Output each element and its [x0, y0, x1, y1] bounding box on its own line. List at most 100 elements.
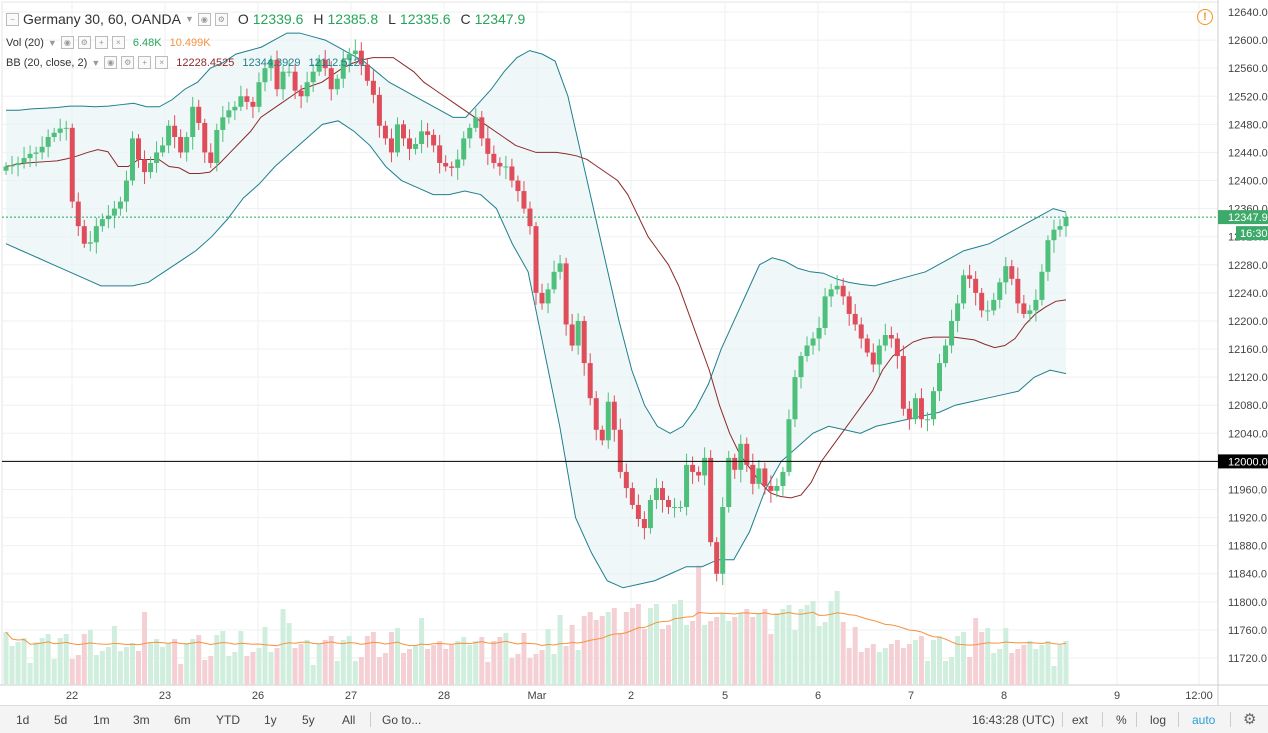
volume-bar — [166, 643, 172, 685]
volume-legend: Vol (20) ▼ ◉ ⚙ + × 6.48K 10.499K — [6, 36, 211, 49]
candle-body — [99, 219, 105, 227]
volume-bar — [792, 630, 798, 685]
candle-body — [75, 201, 81, 227]
range-5y[interactable]: 5y — [302, 713, 315, 727]
collapse-icon[interactable]: − — [6, 12, 19, 26]
candle-body — [491, 153, 497, 163]
volume-bar — [473, 641, 479, 685]
alert-icon[interactable]: ! — [1197, 9, 1213, 25]
candle-body — [364, 64, 370, 81]
volume-bar — [961, 632, 967, 685]
volume-bar — [557, 615, 563, 685]
add-icon[interactable]: + — [94, 36, 108, 49]
candle-body — [382, 125, 388, 139]
volume-bar — [443, 649, 449, 685]
candle-body — [768, 485, 774, 491]
range-all[interactable]: All — [342, 713, 356, 727]
volume-bar — [208, 656, 214, 685]
log-toggle[interactable]: log — [1150, 713, 1167, 727]
volume-bar — [563, 646, 569, 685]
low-label: L — [388, 11, 396, 27]
volume-bar — [1063, 641, 1069, 685]
gear-icon[interactable]: ⚙ — [214, 12, 228, 26]
range-6m[interactable]: 6m — [174, 713, 191, 727]
candle-body — [967, 275, 973, 279]
volume-bar — [394, 628, 400, 685]
candle-body — [208, 152, 214, 163]
candle-body — [250, 101, 256, 107]
volume-bar — [467, 645, 473, 685]
percent-toggle[interactable]: % — [1116, 713, 1127, 727]
y-tick-label: 12160.0 — [1228, 344, 1268, 356]
candle-body — [991, 299, 997, 311]
chevron-down-icon[interactable]: ▼ — [47, 37, 57, 48]
volume-bar — [346, 636, 352, 685]
candle-body — [888, 335, 894, 339]
candle-body — [804, 345, 810, 357]
volume-bar — [955, 636, 961, 685]
candle-body — [166, 125, 172, 146]
candle-body — [653, 488, 659, 501]
time-to-close-tag — [1236, 226, 1268, 241]
range-1m[interactable]: 1m — [93, 713, 110, 727]
volume-bar — [310, 665, 316, 685]
volume-bar — [533, 654, 539, 685]
volume-bar — [876, 652, 882, 685]
candle-body — [15, 162, 21, 166]
gear-icon[interactable]: ⚙ — [121, 56, 135, 69]
gear-icon[interactable]: ⚙ — [77, 36, 91, 49]
candle-body — [629, 488, 635, 505]
volume-bar — [943, 661, 949, 685]
bb-upper-line — [6, 32, 1067, 434]
volume-bar — [220, 631, 226, 685]
volume-bar — [262, 627, 268, 685]
close-icon[interactable]: × — [155, 56, 169, 69]
y-tick-label: 11920.0 — [1228, 513, 1267, 525]
chevron-down-icon[interactable]: ▼ — [184, 14, 194, 24]
volume-bar — [1057, 645, 1063, 685]
range-1y[interactable]: 1y — [264, 713, 277, 727]
candle-body — [274, 59, 280, 90]
volume-bar — [581, 616, 587, 685]
chevron-down-icon[interactable]: ▼ — [91, 57, 101, 68]
candle-body — [894, 338, 900, 357]
range-3m[interactable]: 3m — [133, 713, 150, 727]
candle-body — [611, 401, 617, 430]
auto-toggle[interactable]: auto — [1192, 713, 1216, 727]
candle-body — [388, 138, 394, 153]
volume-bar — [834, 591, 840, 685]
range-ytd[interactable]: YTD — [216, 713, 240, 727]
bb-name[interactable]: BB (20, close, 2) — [6, 56, 88, 69]
candle-body — [154, 152, 160, 163]
range-1d[interactable]: 1d — [16, 713, 30, 727]
volume-bar — [485, 662, 491, 685]
candle-body — [900, 356, 906, 409]
y-tick-label: 11720.0 — [1228, 653, 1267, 665]
add-icon[interactable]: + — [138, 56, 152, 69]
volume-bar — [401, 653, 406, 685]
volume-bar — [419, 618, 425, 685]
candle-body — [226, 110, 232, 118]
close-icon[interactable]: × — [111, 36, 125, 49]
chart-canvas[interactable]: 12640.0 12600.0 12560.0 12520.0 12480.0 12440… — [0, 0, 1268, 705]
y-tick-label: 12600.0 — [1228, 35, 1268, 47]
x-tick-label: 26 — [252, 690, 264, 702]
goto-button[interactable]: Go to... — [382, 713, 422, 727]
eye-icon[interactable]: ◉ — [197, 12, 211, 26]
volume-bar — [352, 661, 358, 685]
candle-body — [455, 159, 461, 168]
volume-bar — [900, 648, 906, 685]
x-tick-label: 7 — [908, 690, 914, 702]
gear-icon[interactable]: ⚙ — [1243, 711, 1257, 728]
range-5d[interactable]: 5d — [54, 713, 68, 727]
candle-body — [51, 132, 57, 137]
ext-toggle[interactable]: ext — [1072, 713, 1089, 727]
symbol-title[interactable]: Germany 30, 60, OANDA — [23, 11, 181, 27]
candle-body — [1057, 226, 1063, 230]
time-to-close-label: 16:30 — [1240, 228, 1268, 240]
volume-name[interactable]: Vol (20) — [6, 36, 44, 49]
eye-icon[interactable]: ◉ — [104, 56, 118, 69]
volume-bar — [75, 655, 81, 685]
eye-icon[interactable]: ◉ — [60, 36, 74, 49]
candle-body — [310, 71, 316, 83]
